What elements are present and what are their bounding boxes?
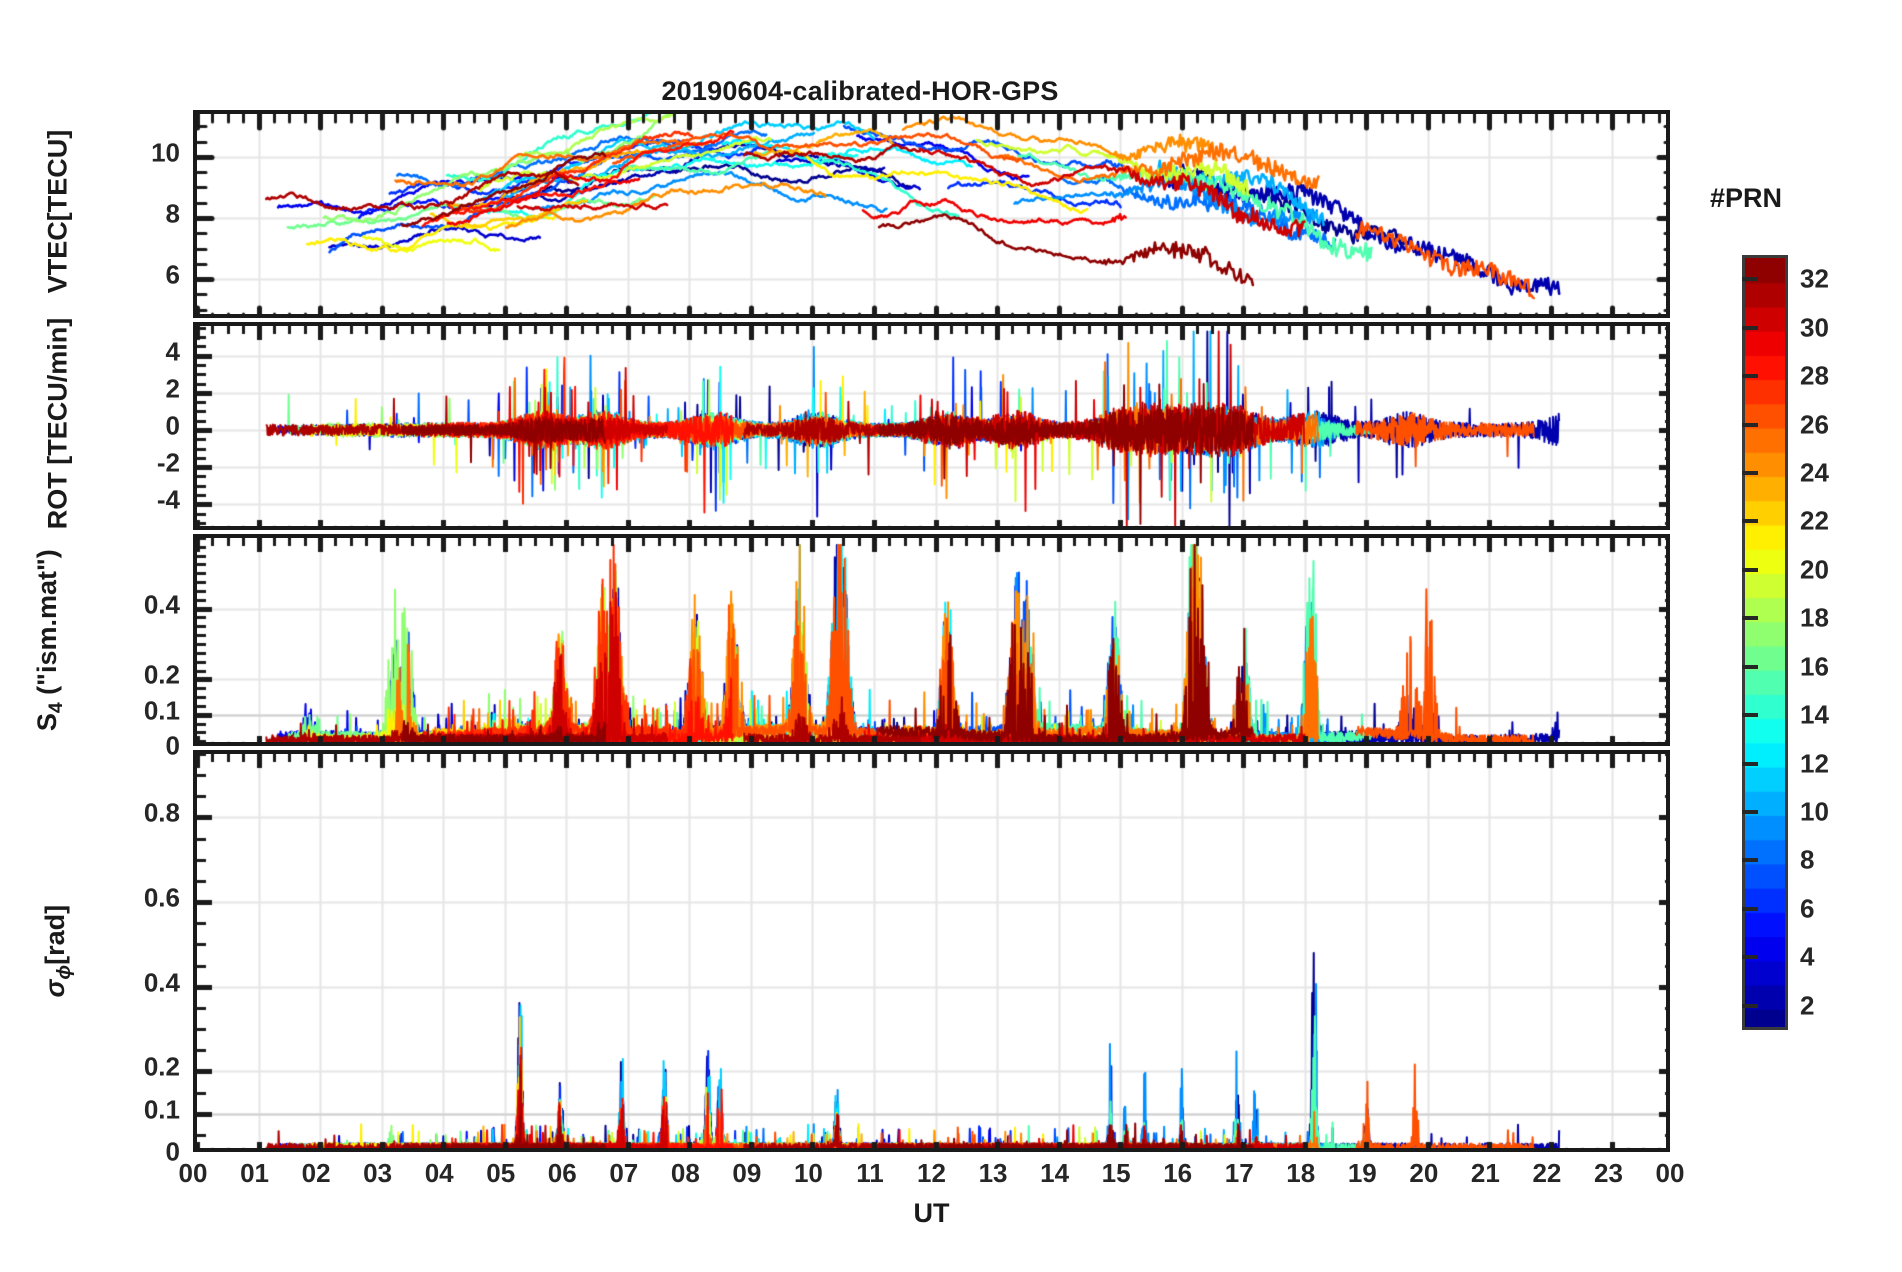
colorbar-tick-label: 22: [1800, 505, 1829, 536]
x-tick-label: 23: [1593, 1158, 1623, 1188]
sigma_phi-ytick-label: 0.8: [143, 797, 180, 828]
x-tick-label: 16: [1163, 1158, 1193, 1188]
rot-ytick-label: -2: [156, 447, 180, 478]
rot-ytick-label: 4: [165, 336, 180, 367]
x-axis-label: UT: [913, 1198, 950, 1228]
x-tick-label: 06: [547, 1158, 577, 1188]
colorbar-tick-mark: [1742, 664, 1758, 669]
colorbar-tick-label: 8: [1800, 844, 1815, 875]
vtec-panel: [193, 110, 1670, 318]
colorbar-tick-label: 26: [1800, 409, 1829, 440]
s4-ytick-label: 0.2: [143, 659, 180, 690]
x-tick-label: 05: [486, 1158, 516, 1188]
colorbar-tick-label: 32: [1800, 263, 1829, 294]
x-tick-label: 22: [1532, 1158, 1562, 1188]
colorbar-tick-label: 12: [1800, 748, 1829, 779]
rot-ytick-label: -4: [156, 484, 180, 515]
sigma_phi-ytick-label: 0.2: [143, 1051, 180, 1082]
x-tick-label: 21: [1470, 1158, 1500, 1188]
colorbar-tick-label: 18: [1800, 602, 1829, 633]
sigma_phi-ytick-label: 0.4: [143, 967, 180, 998]
sigma_phi-ytick-label: 0.6: [143, 882, 180, 913]
colorbar-tick-mark: [1742, 906, 1758, 911]
colorbar-tick-mark: [1742, 325, 1758, 330]
x-tick-label: 08: [670, 1158, 700, 1188]
x-tick-label: 00: [1655, 1158, 1685, 1188]
x-tick-label: 09: [732, 1158, 762, 1188]
figure-title: 20190604-calibrated-HOR-GPS: [661, 76, 1059, 106]
colorbar-tick-label: 4: [1800, 941, 1815, 972]
x-tick-label: 15: [1101, 1158, 1131, 1188]
colorbar-tick-label: 10: [1800, 796, 1829, 827]
colorbar-tick-label: 16: [1800, 651, 1829, 682]
colorbar-tick-mark: [1742, 616, 1758, 621]
x-tick-label: 13: [978, 1158, 1008, 1188]
colorbar-tick-label: 20: [1800, 554, 1829, 585]
colorbar-tick-label: 2: [1800, 990, 1815, 1021]
colorbar-gradient: [1742, 255, 1788, 1030]
x-tick-label: 00: [178, 1158, 208, 1188]
colorbar-tick-mark: [1742, 374, 1758, 379]
x-tick-label: 14: [1040, 1158, 1070, 1188]
vtec-ytick-label: 6: [165, 259, 180, 290]
x-tick-label: 11: [856, 1158, 884, 1188]
x-tick-label: 17: [1224, 1158, 1254, 1188]
colorbar-tick-mark: [1742, 470, 1758, 475]
vtec-ytick-label: 10: [151, 137, 180, 168]
rot-ytick-label: 2: [165, 373, 180, 404]
x-tick-label: 01: [240, 1158, 269, 1188]
x-tick-label: 20: [1409, 1158, 1439, 1188]
s4-panel: [193, 534, 1670, 746]
colorbar-tick-mark: [1742, 810, 1758, 815]
x-tick-label: 12: [917, 1158, 946, 1188]
colorbar-tick-label: 14: [1800, 699, 1829, 730]
rot-panel: [193, 322, 1670, 530]
x-tick-label: 04: [424, 1158, 454, 1188]
colorbar-tick-mark: [1742, 761, 1758, 766]
colorbar-tick-mark: [1742, 567, 1758, 572]
sigma_phi-ytick-label: 0.1: [143, 1094, 180, 1125]
s4-ytick-label: 0: [165, 730, 180, 761]
x-tick-label: 07: [609, 1158, 639, 1188]
x-tick-label: 18: [1286, 1158, 1316, 1188]
x-tick-label: 03: [363, 1158, 393, 1188]
sigma-phi-panel: [193, 750, 1670, 1152]
x-tick-label: 19: [1347, 1158, 1377, 1188]
colorbar-tick-mark: [1742, 277, 1758, 282]
sigma_phi-ytick-label: 0: [165, 1136, 180, 1167]
colorbar-tick-mark: [1742, 955, 1758, 960]
colorbar-tick-label: 24: [1800, 457, 1829, 488]
vtec-ytick-label: 8: [165, 198, 180, 229]
colorbar-tick-mark: [1742, 713, 1758, 718]
s4-ytick-label: 0.1: [143, 695, 180, 726]
colorbar-tick-mark: [1742, 422, 1758, 427]
colorbar-tick-mark: [1742, 1003, 1758, 1008]
colorbar-tick-mark: [1742, 858, 1758, 863]
colorbar-tick-mark: [1742, 519, 1758, 524]
x-tick-label: 02: [301, 1158, 331, 1188]
colorbar-tick-label: 30: [1800, 312, 1829, 343]
x-tick-label: 10: [793, 1158, 823, 1188]
s4-ytick-label: 0.4: [143, 589, 180, 620]
colorbar-title: #PRN: [1710, 183, 1783, 213]
rot-ytick-label: 0: [165, 410, 180, 441]
colorbar-tick-label: 28: [1800, 360, 1829, 391]
colorbar-tick-label: 6: [1800, 893, 1815, 924]
